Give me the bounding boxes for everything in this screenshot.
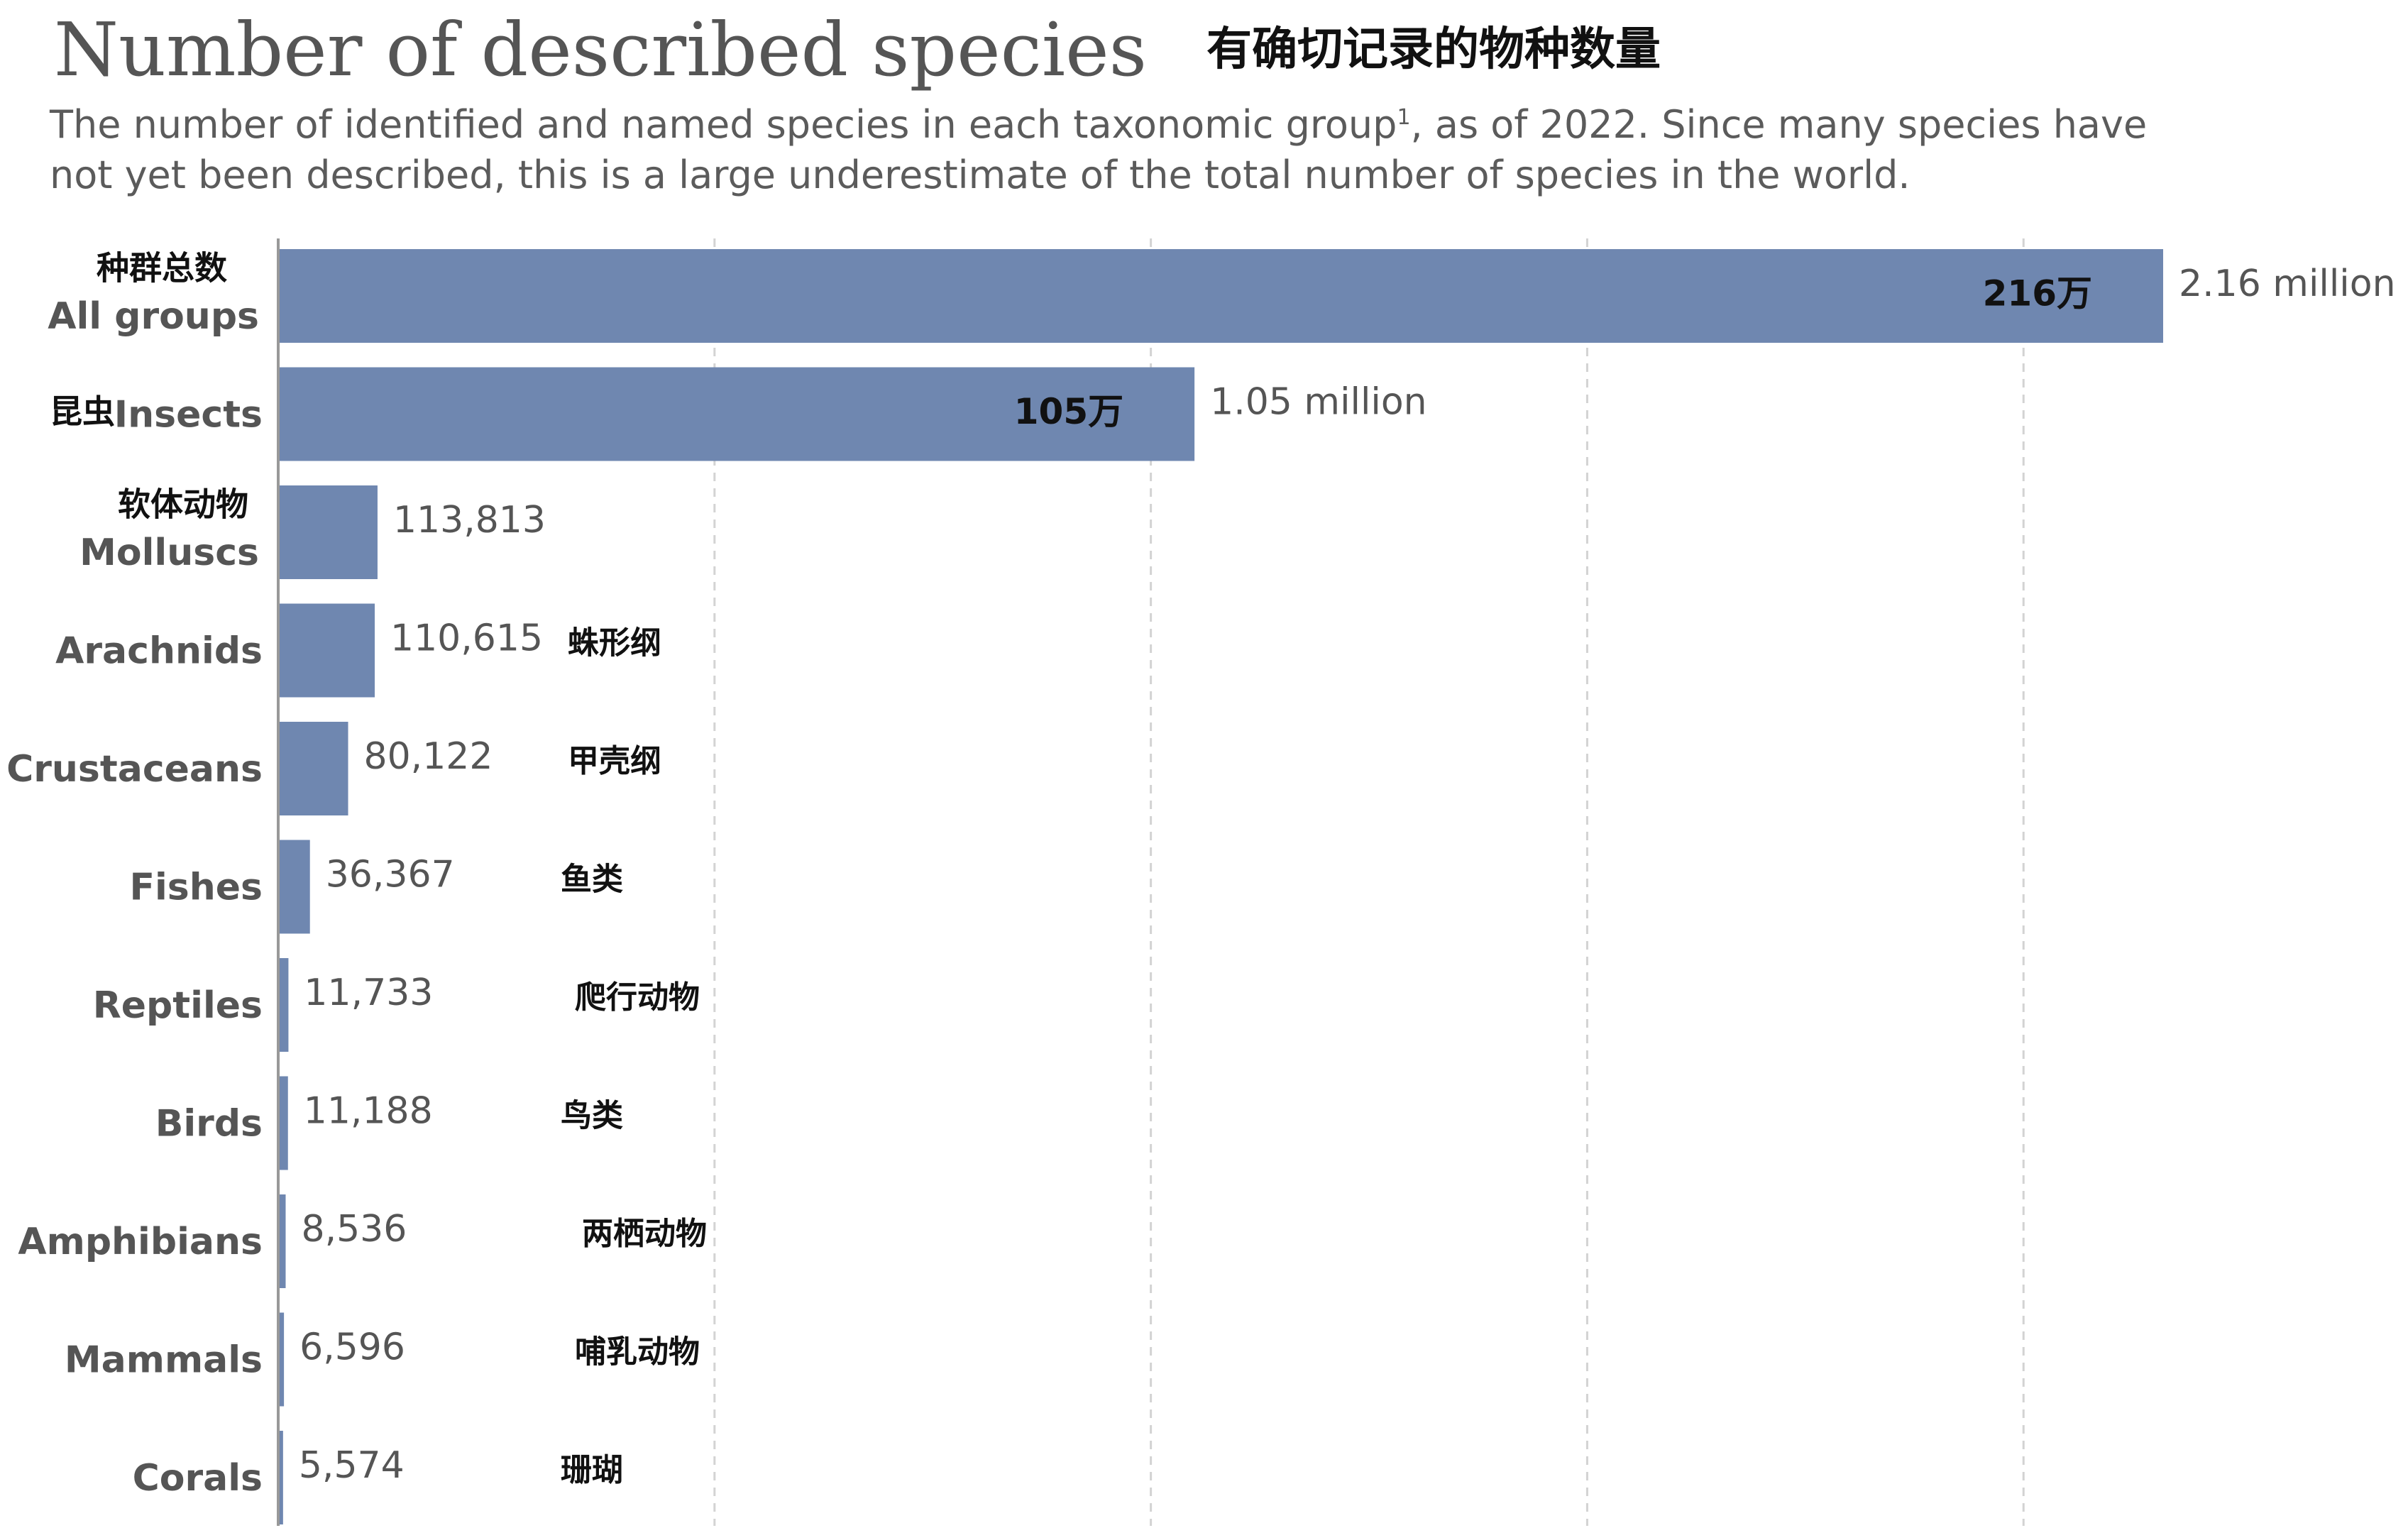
- chart-subtitle: The number of identified and named speci…: [50, 99, 2200, 200]
- category-label-reptiles: Reptiles: [93, 984, 263, 1027]
- bar-crustaceans: [278, 722, 348, 815]
- category-label-cn-fishes: 鱼类: [561, 862, 623, 898]
- value-label-arachnids: 110,615: [390, 617, 543, 660]
- bar-arachnids: [278, 603, 375, 698]
- inside-label-all-groups: 216万: [1983, 273, 2092, 314]
- category-label-cn-molluscs: 软体动物: [118, 485, 248, 524]
- value-label-reptiles: 11,733: [304, 972, 433, 1014]
- bar-all-groups: [278, 249, 2163, 343]
- chart-title-cn: 有确切记录的物种数量: [1206, 23, 1661, 76]
- category-label-fishes: Fishes: [129, 867, 263, 909]
- category-label-insects: Insects: [114, 394, 263, 436]
- bar-fishes: [278, 840, 310, 934]
- subtitle-footnote-marker: 1: [1397, 105, 1411, 130]
- value-label-insects: 1.05 million: [1210, 381, 1427, 424]
- value-label-crustaceans: 80,122: [364, 735, 493, 778]
- category-label-corals: Corals: [133, 1457, 263, 1500]
- subtitle-text-part2: , as of 2022. Since many species have no…: [50, 102, 2148, 197]
- category-label-cn-reptiles: 爬行动物: [575, 979, 700, 1016]
- category-label-cn-birds: 鸟类: [561, 1098, 623, 1134]
- category-label-cn-all-groups: 种群总数: [97, 249, 227, 287]
- value-label-fishes: 36,367: [326, 854, 455, 896]
- category-label-cn-mammals: 哺乳动物: [575, 1334, 700, 1370]
- value-label-mammals: 6,596: [299, 1326, 405, 1369]
- category-label-amphibians: Amphibians: [18, 1221, 263, 1263]
- bar-insects: [278, 367, 1195, 461]
- inside-label-insects: 105万: [1014, 391, 1123, 432]
- bar-reptiles: [278, 958, 289, 1052]
- category-label-cn-amphibians: 两栖动物: [582, 1216, 707, 1252]
- category-label-mammals: Mammals: [65, 1339, 263, 1382]
- bar-molluscs: [278, 485, 378, 579]
- category-label-cn-arachnids: 蛛形纲: [568, 625, 661, 661]
- category-label-all-groups: All groups: [48, 295, 259, 338]
- category-label-cn-insects: 昆虫: [50, 392, 115, 431]
- value-label-birds: 11,188: [304, 1090, 433, 1133]
- value-label-corals: 5,574: [299, 1444, 405, 1487]
- value-label-amphibians: 8,536: [301, 1208, 407, 1251]
- chart-title: Number of described species: [54, 6, 1148, 93]
- subtitle-text-part1: The number of identified and named speci…: [50, 102, 1397, 147]
- category-label-crustaceans: Crustaceans: [6, 748, 263, 791]
- bar-corals: [278, 1431, 283, 1524]
- category-label-cn-crustaceans: 甲壳纲: [568, 743, 661, 779]
- bar-amphibians: [278, 1194, 286, 1288]
- category-label-cn-corals: 珊瑚: [561, 1452, 623, 1488]
- category-label-arachnids: Arachnids: [55, 630, 263, 673]
- category-label-birds: Birds: [155, 1103, 263, 1145]
- value-label-all-groups: 2.16 million: [2179, 263, 2396, 305]
- value-label-molluscs: 113,813: [393, 499, 546, 542]
- category-label-molluscs: Molluscs: [79, 532, 259, 574]
- bar-birds: [278, 1076, 288, 1170]
- bar-mammals: [278, 1312, 285, 1407]
